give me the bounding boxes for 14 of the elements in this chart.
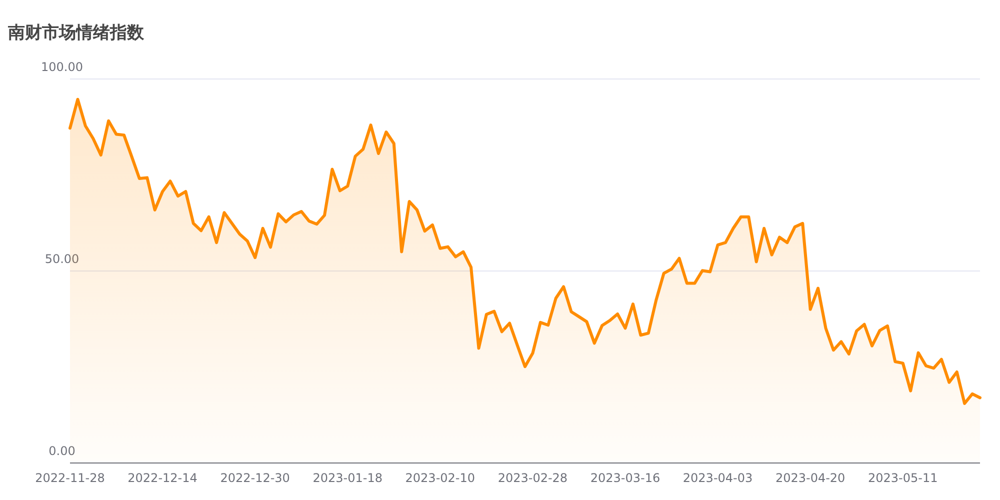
x-tick-label: 2023-02-10 xyxy=(405,471,476,485)
y-tick-label: 0.00 xyxy=(48,444,76,458)
x-tick-label: 2023-01-18 xyxy=(312,471,382,485)
x-tick-label: 2023-04-20 xyxy=(775,471,846,485)
x-tick-label: 2023-05-11 xyxy=(868,471,938,485)
x-tick-label: 2023-03-16 xyxy=(590,471,660,485)
x-tick-label: 2023-02-28 xyxy=(498,471,568,485)
y-tick-label: 50.00 xyxy=(44,252,80,266)
y-tick-label: 100.00 xyxy=(41,60,83,74)
x-tick-label: 2023-04-03 xyxy=(682,471,753,485)
chart-title: 南财市场情绪指数 xyxy=(7,23,145,43)
x-tick-label: 2022-11-28 xyxy=(35,471,105,485)
x-tick-label: 2022-12-30 xyxy=(220,471,290,485)
x-tick-label: 2022-12-14 xyxy=(128,471,198,485)
